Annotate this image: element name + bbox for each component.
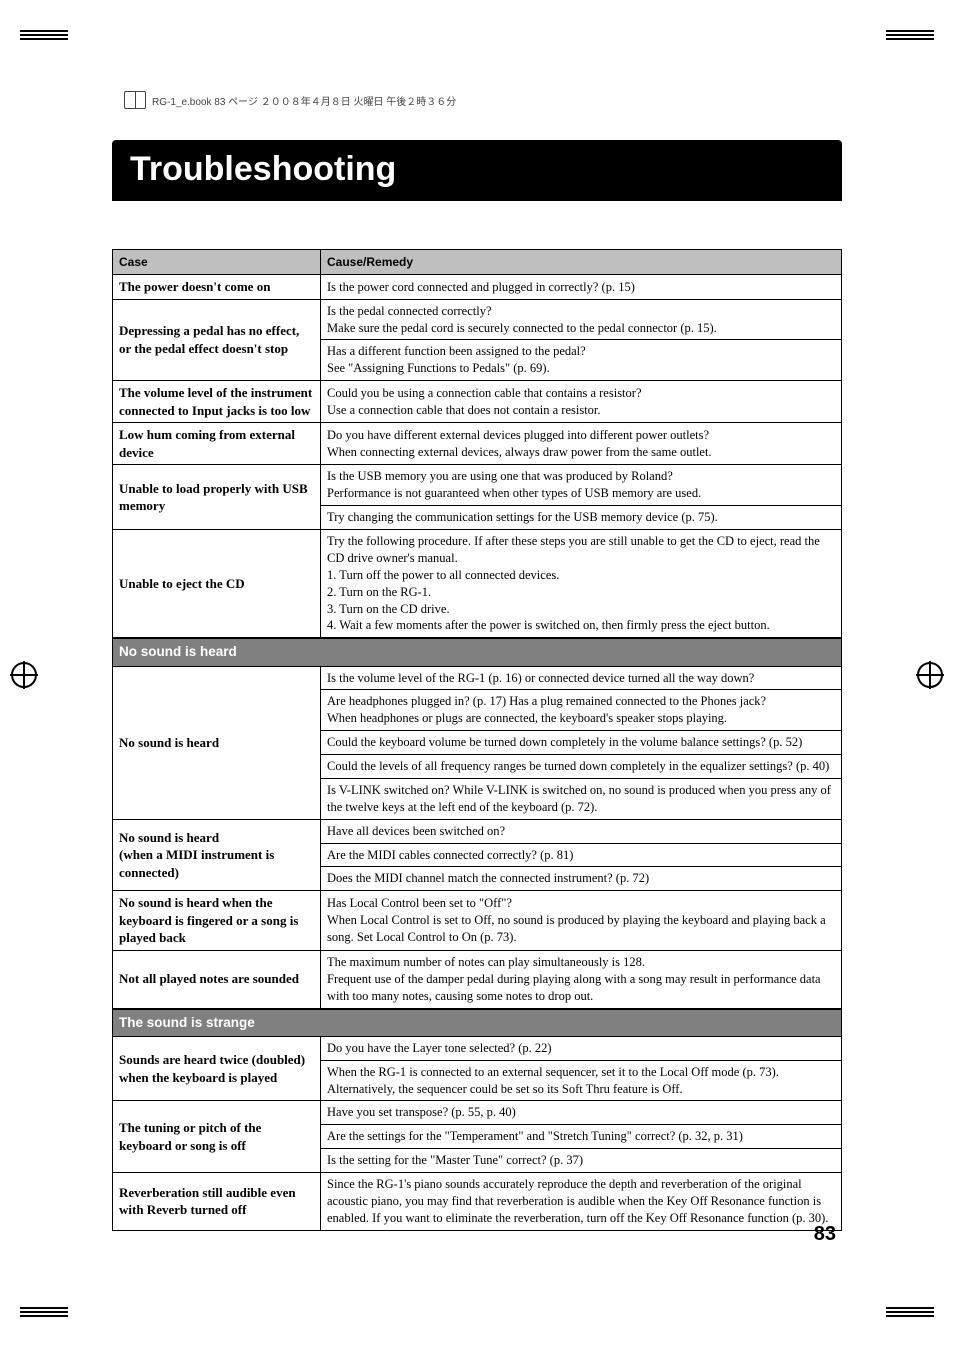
cause-cell: Try changing the communication settings …: [321, 506, 842, 530]
cause-cell: When the RG-1 is connected to an externa…: [321, 1060, 842, 1101]
case-cell: The power doesn't come on: [113, 275, 321, 300]
cause-cell: Does the MIDI channel match the connecte…: [321, 867, 842, 891]
case-cell: Reverberation still audible even with Re…: [113, 1173, 321, 1231]
case-cell: No sound is heard: [113, 666, 321, 819]
case-cell: No sound is heard when the keyboard is f…: [113, 891, 321, 951]
cause-cell: Do you have the Layer tone selected? (p.…: [321, 1036, 842, 1060]
table-row: The tuning or pitch of the keyboard or s…: [113, 1101, 842, 1125]
cause-cell: Is the power cord connected and plugged …: [321, 275, 842, 300]
cause-cell: Have all devices been switched on?: [321, 819, 842, 843]
header-note: RG-1_e.book 83 ページ ２００８年４月８日 火曜日 午後２時３６分: [124, 91, 456, 109]
cause-cell: Has a different function been assigned t…: [321, 340, 842, 381]
content-area: Troubleshooting Case Cause/Remedy The po…: [112, 140, 842, 1231]
registration-mark: [886, 30, 934, 44]
book-icon: [124, 91, 146, 109]
col-header-cause: Cause/Remedy: [321, 250, 842, 275]
case-cell: The tuning or pitch of the keyboard or s…: [113, 1101, 321, 1173]
header-note-text: RG-1_e.book 83 ページ ２００８年４月８日 火曜日 午後２時３６分: [152, 93, 456, 108]
table-header-row: Case Cause/Remedy: [113, 250, 842, 275]
section-header-row: The sound is strange: [113, 1009, 842, 1037]
cause-cell: Are the MIDI cables connected correctly?…: [321, 843, 842, 867]
case-cell: Low hum coming from external device: [113, 423, 321, 465]
case-cell: Sounds are heard twice (doubled) when th…: [113, 1036, 321, 1101]
table-row: Sounds are heard twice (doubled) when th…: [113, 1036, 842, 1060]
case-cell: No sound is heard(when a MIDI instrument…: [113, 819, 321, 891]
page-number: 83: [814, 1223, 836, 1246]
table-row: Depressing a pedal has no effect, or the…: [113, 299, 842, 340]
cause-cell: Could the keyboard volume be turned down…: [321, 731, 842, 755]
cause-cell: Has Local Control been set to "Off"?When…: [321, 891, 842, 951]
page-title: Troubleshooting: [112, 140, 842, 201]
table-row: The volume level of the instrument conne…: [113, 381, 842, 423]
table-row: Unable to eject the CDTry the following …: [113, 530, 842, 639]
table-row: Reverberation still audible even with Re…: [113, 1173, 842, 1231]
table-row: Low hum coming from external deviceDo yo…: [113, 423, 842, 465]
page-root: RG-1_e.book 83 ページ ２００８年４月８日 火曜日 午後２時３６分…: [0, 0, 954, 1351]
cause-cell: Could the levels of all frequency ranges…: [321, 755, 842, 779]
table-row: No sound is heardIs the volume level of …: [113, 666, 842, 690]
registration-mark: [20, 30, 68, 44]
section-header: The sound is strange: [113, 1009, 842, 1037]
section-header-row: No sound is heard: [113, 638, 842, 666]
cause-cell: Is the USB memory you are using one that…: [321, 465, 842, 506]
case-cell: Unable to eject the CD: [113, 530, 321, 639]
case-cell: Not all played notes are sounded: [113, 950, 321, 1008]
cause-cell: Are the settings for the "Temperament" a…: [321, 1125, 842, 1149]
table-row: Not all played notes are soundedThe maxi…: [113, 950, 842, 1008]
col-header-case: Case: [113, 250, 321, 275]
cause-cell: Since the RG-1's piano sounds accurately…: [321, 1173, 842, 1231]
cause-cell: Is V-LINK switched on? While V-LINK is s…: [321, 778, 842, 819]
table-row: Unable to load properly with USB memoryI…: [113, 465, 842, 506]
registration-mark: [20, 1307, 68, 1321]
case-cell: Depressing a pedal has no effect, or the…: [113, 299, 321, 381]
case-cell: Unable to load properly with USB memory: [113, 465, 321, 530]
cause-cell: Is the setting for the "Master Tune" cor…: [321, 1149, 842, 1173]
cause-cell: Try the following procedure. If after th…: [321, 530, 842, 639]
cause-cell: The maximum number of notes can play sim…: [321, 950, 842, 1008]
cause-cell: Have you set transpose? (p. 55, p. 40): [321, 1101, 842, 1125]
crop-mark-icon: [10, 661, 38, 689]
table-row: No sound is heard when the keyboard is f…: [113, 891, 842, 951]
cause-cell: Could you be using a connection cable th…: [321, 381, 842, 423]
cause-cell: Are headphones plugged in? (p. 17) Has a…: [321, 690, 842, 731]
troubleshooting-table: Case Cause/Remedy The power doesn't come…: [112, 249, 842, 1231]
registration-mark: [886, 1307, 934, 1321]
cause-cell: Do you have different external devices p…: [321, 423, 842, 465]
section-header: No sound is heard: [113, 638, 842, 666]
crop-mark-icon: [916, 661, 944, 689]
table-row: No sound is heard(when a MIDI instrument…: [113, 819, 842, 843]
cause-cell: Is the pedal connected correctly?Make su…: [321, 299, 842, 340]
cause-cell: Is the volume level of the RG-1 (p. 16) …: [321, 666, 842, 690]
case-cell: The volume level of the instrument conne…: [113, 381, 321, 423]
table-row: The power doesn't come onIs the power co…: [113, 275, 842, 300]
